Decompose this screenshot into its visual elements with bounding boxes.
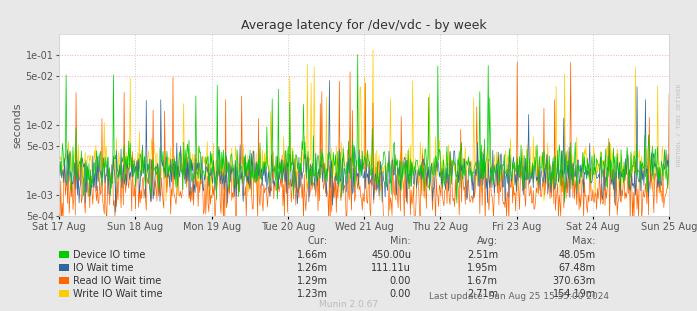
Text: RRDTOOL / TOBI OETIKER: RRDTOOL / TOBI OETIKER (677, 83, 682, 166)
Text: 0.00: 0.00 (390, 289, 411, 299)
Text: 1.67m: 1.67m (468, 276, 498, 286)
Text: 0.00: 0.00 (390, 276, 411, 286)
Text: Avg:: Avg: (477, 236, 498, 246)
Text: 111.11u: 111.11u (372, 263, 411, 273)
Text: 67.48m: 67.48m (559, 263, 596, 273)
Title: Average latency for /dev/vdc - by week: Average latency for /dev/vdc - by week (241, 19, 487, 32)
Text: Last update: Sun Aug 25 15:55:00 2024: Last update: Sun Aug 25 15:55:00 2024 (429, 292, 608, 301)
Text: 1.66m: 1.66m (297, 250, 328, 260)
Text: 2.71m: 2.71m (467, 289, 498, 299)
Text: 370.63m: 370.63m (553, 276, 596, 286)
Text: Munin 2.0.67: Munin 2.0.67 (319, 300, 378, 309)
Text: Write IO Wait time: Write IO Wait time (73, 289, 162, 299)
Text: 2.51m: 2.51m (467, 250, 498, 260)
Text: 1.26m: 1.26m (297, 263, 328, 273)
Text: Read IO Wait time: Read IO Wait time (73, 276, 162, 286)
Y-axis label: seconds: seconds (13, 102, 23, 148)
Text: Device IO time: Device IO time (73, 250, 146, 260)
Text: 450.00u: 450.00u (372, 250, 411, 260)
Text: 1.29m: 1.29m (297, 276, 328, 286)
Text: Min:: Min: (390, 236, 411, 246)
Text: IO Wait time: IO Wait time (73, 263, 134, 273)
Text: 1.95m: 1.95m (468, 263, 498, 273)
Text: 48.05m: 48.05m (559, 250, 596, 260)
Text: 154.19m: 154.19m (553, 289, 596, 299)
Text: Cur:: Cur: (307, 236, 328, 246)
Text: Max:: Max: (572, 236, 596, 246)
Text: 1.23m: 1.23m (297, 289, 328, 299)
